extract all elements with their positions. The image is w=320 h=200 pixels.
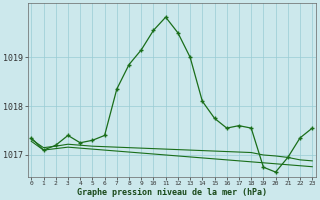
X-axis label: Graphe pression niveau de la mer (hPa): Graphe pression niveau de la mer (hPa) — [77, 188, 267, 197]
